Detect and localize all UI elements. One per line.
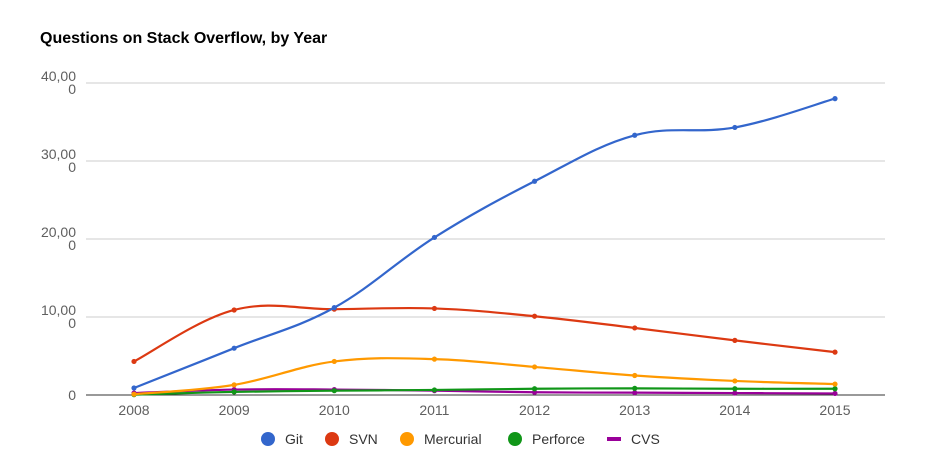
x-tick-label: 2015 xyxy=(819,402,850,418)
x-tick-label: 2009 xyxy=(219,402,250,418)
legend-label: CVS xyxy=(631,431,660,447)
gridlines xyxy=(86,82,885,318)
data-point-mercurial[interactable] xyxy=(431,356,438,362)
data-point-cvs[interactable] xyxy=(632,390,638,396)
x-tick-label: 2008 xyxy=(118,402,149,418)
y-tick-label: 0 xyxy=(68,159,76,175)
y-tick-label: 0 xyxy=(68,315,76,331)
data-point-svn[interactable] xyxy=(632,325,638,331)
data-point-perforce[interactable] xyxy=(832,386,838,392)
y-tick-label: 10,00 xyxy=(41,302,76,318)
legend-label: Perforce xyxy=(532,431,585,447)
data-point-git[interactable] xyxy=(732,124,738,131)
data-point-perforce[interactable] xyxy=(231,389,237,395)
data-point-mercurial[interactable] xyxy=(331,358,337,365)
data-point-mercurial[interactable] xyxy=(131,391,137,397)
legend-label: Git xyxy=(285,431,303,447)
data-point-perforce[interactable] xyxy=(732,386,738,392)
series-perforce xyxy=(131,385,838,398)
data-point-mercurial[interactable] xyxy=(231,382,237,388)
data-point-git[interactable] xyxy=(331,305,337,311)
series-line-perforce xyxy=(132,387,837,396)
series-lines xyxy=(131,96,838,398)
x-axis-ticks: 2008 2009 2010 2011 2012 2013 2014 2015 xyxy=(118,402,850,418)
y-tick-label: 30,00 xyxy=(41,146,76,162)
data-point-mercurial[interactable] xyxy=(531,364,538,370)
series-mercurial xyxy=(131,356,838,397)
y-tick-label: 0 xyxy=(68,81,76,97)
x-tick-label: 2010 xyxy=(319,402,350,418)
series-line-mercurial xyxy=(132,357,837,396)
y-tick-label: 20,00 xyxy=(41,224,76,240)
series-line-git xyxy=(132,97,837,390)
data-point-git[interactable] xyxy=(531,178,538,184)
data-point-cvs[interactable] xyxy=(832,390,838,397)
data-point-svn[interactable] xyxy=(231,307,237,313)
y-tick-label: 40,00 xyxy=(41,68,76,84)
data-point-svn[interactable] xyxy=(531,313,538,319)
legend-item-cvs[interactable]: CVS xyxy=(607,431,660,447)
data-point-svn[interactable] xyxy=(131,358,137,365)
data-point-git[interactable] xyxy=(231,345,237,351)
y-tick-label: 0 xyxy=(68,387,76,403)
legend-swatch xyxy=(325,432,339,446)
y-tick-label: 0 xyxy=(68,237,76,253)
x-tick-label: 2012 xyxy=(519,402,550,418)
legend-label: Mercurial xyxy=(424,431,482,447)
series-line-svn xyxy=(132,304,837,363)
data-point-git[interactable] xyxy=(131,385,137,391)
legend-item-git[interactable]: Git xyxy=(261,431,303,447)
x-tick-label: 2014 xyxy=(719,402,750,418)
data-point-perforce[interactable] xyxy=(431,387,438,393)
series-svn xyxy=(131,304,838,365)
data-point-mercurial[interactable] xyxy=(832,381,838,387)
x-tick-label: 2011 xyxy=(419,402,449,418)
legend[interactable]: Git SVN Mercurial Perforce CVS xyxy=(261,431,660,447)
data-point-mercurial[interactable] xyxy=(632,372,638,379)
legend-item-svn[interactable]: SVN xyxy=(325,431,378,447)
data-point-svn[interactable] xyxy=(832,349,838,355)
series-git xyxy=(131,96,838,391)
legend-item-perforce[interactable]: Perforce xyxy=(508,431,585,447)
series-line-cvs xyxy=(132,388,837,395)
legend-swatch xyxy=(508,432,522,446)
data-point-cvs[interactable] xyxy=(732,390,738,396)
data-point-svn[interactable] xyxy=(732,337,738,343)
data-point-perforce[interactable] xyxy=(331,388,337,394)
data-point-svn[interactable] xyxy=(431,305,438,312)
data-point-git[interactable] xyxy=(832,96,838,102)
legend-swatch xyxy=(400,432,414,446)
legend-item-mercurial[interactable]: Mercurial xyxy=(400,431,482,447)
data-point-git[interactable] xyxy=(632,132,638,138)
x-tick-label: 2013 xyxy=(619,402,650,418)
chart-title: Questions on Stack Overflow, by Year xyxy=(40,30,327,47)
data-point-perforce[interactable] xyxy=(531,386,538,392)
data-point-mercurial[interactable] xyxy=(732,378,738,384)
data-point-perforce[interactable] xyxy=(632,385,638,391)
legend-swatch xyxy=(261,432,275,446)
legend-swatch xyxy=(607,437,621,441)
legend-label: SVN xyxy=(349,431,378,447)
data-point-git[interactable] xyxy=(431,234,438,241)
